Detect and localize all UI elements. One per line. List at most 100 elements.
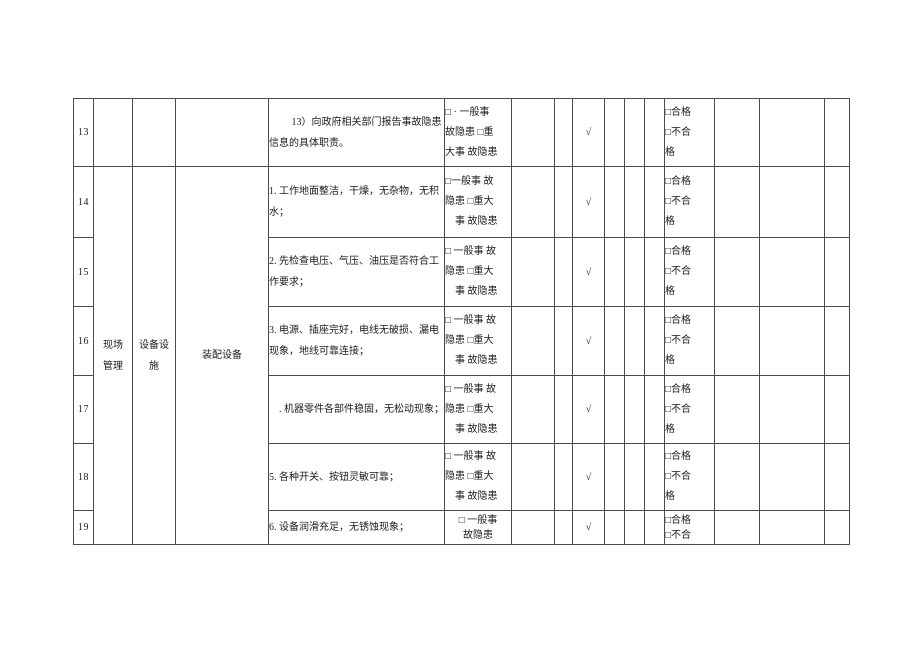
- hazard-type-checkbox-cell[interactable]: □ 一般事 故隐患 □重大 事 故隐患: [444, 375, 512, 444]
- hazard-type-checkbox-cell[interactable]: □ 一般事 故隐患: [444, 510, 512, 545]
- empty-cell: [714, 375, 760, 444]
- check-mark-cell[interactable]: √: [572, 375, 605, 444]
- empty-cell: [554, 510, 573, 545]
- description-cell: 3. 电源、插座完好，电线无破损、漏电 现象，地线可靠连接；: [268, 306, 445, 376]
- empty-cell: [604, 443, 625, 511]
- empty-cell: [554, 306, 573, 376]
- empty-cell: [604, 510, 625, 545]
- check-mark-cell[interactable]: √: [572, 166, 605, 238]
- qualification-checkbox-cell[interactable]: □合格 □不合格: [664, 237, 715, 307]
- description-cell: 5. 各种开关、按钮灵敏可靠；: [268, 443, 445, 511]
- qualification-checkbox-cell[interactable]: □合格 □不合: [664, 510, 715, 545]
- empty-cell: [644, 375, 665, 444]
- empty-cell: [554, 375, 573, 444]
- table-row: 14 现场 管理 设备设施 装配设备 1. 工作地面整洁，干燥，无杂物，无积 水； …: [73, 166, 850, 545]
- empty-cell: [93, 98, 133, 167]
- table-row: 19 6. 设备润滑充足，无锈蚀现象； □ 一般事 故隐患 √ □合格 □不合: [73, 510, 850, 545]
- empty-cell: [714, 237, 760, 307]
- empty-cell: [554, 237, 573, 307]
- row-number-cell: 14: [73, 166, 94, 238]
- empty-cell: [604, 306, 625, 376]
- empty-cell: [604, 166, 625, 238]
- empty-cell: [132, 98, 176, 167]
- empty-cell: [644, 510, 665, 545]
- empty-cell: [511, 166, 555, 238]
- table-row: 16 3. 电源、插座完好，电线无破损、漏电 现象，地线可靠连接； □ 一般事 故…: [73, 306, 850, 376]
- empty-cell: [824, 166, 850, 238]
- check-mark-cell[interactable]: √: [572, 443, 605, 511]
- hazard-type-checkbox-cell[interactable]: □ 一般事 故隐患 □重大 事 故隐患: [444, 306, 512, 376]
- empty-cell: [759, 306, 825, 376]
- empty-cell: [175, 98, 269, 167]
- table-row: 18 5. 各种开关、按钮灵敏可靠； □ 一般事 故隐患 □重大 事 故隐患 √…: [73, 443, 850, 511]
- empty-cell: [714, 443, 760, 511]
- empty-cell: [554, 443, 573, 511]
- row-number-cell: 13: [73, 98, 94, 167]
- row-number-cell: 17: [73, 375, 94, 444]
- category-scene-management: 现场 管理: [93, 166, 133, 545]
- hazard-type-checkbox-cell[interactable]: □ · 一般事 故隐患 □重 大事 故隐患: [444, 98, 512, 167]
- qualification-checkbox-cell[interactable]: □合格 □不合格: [664, 166, 715, 238]
- empty-cell: [624, 166, 645, 238]
- empty-cell: [604, 98, 625, 167]
- empty-cell: [511, 375, 555, 444]
- empty-cell: [824, 443, 850, 511]
- empty-cell: [714, 166, 760, 238]
- hazard-type-checkbox-cell[interactable]: □一般事 故隐患 □重大 事 故隐患: [444, 166, 512, 238]
- empty-cell: [714, 510, 760, 545]
- qualification-checkbox-cell[interactable]: □合格 □不合格: [664, 375, 715, 444]
- empty-cell: [511, 510, 555, 545]
- empty-cell: [554, 166, 573, 238]
- empty-cell: [644, 443, 665, 511]
- empty-cell: [759, 510, 825, 545]
- check-mark-cell[interactable]: √: [572, 510, 605, 545]
- empty-cell: [714, 306, 760, 376]
- category-assembly-equipment: 装配设备: [175, 166, 269, 545]
- empty-cell: [554, 98, 573, 167]
- category-equipment-facility: 设备设施: [132, 166, 176, 545]
- row-number-cell: 15: [73, 237, 94, 307]
- hazard-type-checkbox-cell[interactable]: □ 一般事 故隐患 □重大 事 故隐患: [444, 237, 512, 307]
- table-row: 13 13）向政府相关部门报告事故隐患 信息的具体职责。 □ · 一般事 故隐患 □…: [73, 98, 850, 167]
- row-number-cell: 19: [73, 510, 94, 545]
- empty-cell: [759, 237, 825, 307]
- empty-cell: [759, 375, 825, 444]
- empty-cell: [624, 443, 645, 511]
- empty-cell: [759, 166, 825, 238]
- qualification-checkbox-cell[interactable]: □合格 □不合格: [664, 443, 715, 511]
- check-mark-cell[interactable]: √: [572, 237, 605, 307]
- check-mark-cell[interactable]: √: [572, 98, 605, 167]
- empty-cell: [824, 237, 850, 307]
- empty-cell: [624, 375, 645, 444]
- empty-cell: [511, 98, 555, 167]
- description-cell: 1. 工作地面整洁，干燥，无杂物，无积 水；: [268, 166, 445, 238]
- empty-cell: [644, 166, 665, 238]
- empty-cell: [759, 98, 825, 167]
- table-row: 15 2. 先检查电压、气压、油压是否符合工 作要求； □ 一般事 故隐患 □重大…: [73, 237, 850, 307]
- empty-cell: [824, 306, 850, 376]
- hazard-type-checkbox-cell[interactable]: □ 一般事 故隐患 □重大 事 故隐患: [444, 443, 512, 511]
- inspection-table: 13 13）向政府相关部门报告事故隐患 信息的具体职责。 □ · 一般事 故隐患 □…: [73, 98, 850, 545]
- qualification-checkbox-cell[interactable]: □合格 □不合格: [664, 306, 715, 376]
- empty-cell: [714, 98, 760, 167]
- empty-cell: [511, 306, 555, 376]
- empty-cell: [511, 237, 555, 307]
- description-cell: . 机器零件各部件稳固，无松动现象；: [268, 375, 445, 444]
- table-row: 17 . 机器零件各部件稳固，无松动现象； □ 一般事 故隐患 □重大 事 故隐…: [73, 375, 850, 444]
- empty-cell: [624, 237, 645, 307]
- empty-cell: [624, 510, 645, 545]
- row-number-cell: 16: [73, 306, 94, 376]
- empty-cell: [824, 375, 850, 444]
- qualification-checkbox-cell[interactable]: □合格 □不合格: [664, 98, 715, 167]
- empty-cell: [824, 510, 850, 545]
- check-mark-cell[interactable]: √: [572, 306, 605, 376]
- empty-cell: [604, 237, 625, 307]
- description-cell: 6. 设备润滑充足，无锈蚀现象；: [268, 510, 445, 545]
- empty-cell: [511, 443, 555, 511]
- empty-cell: [624, 98, 645, 167]
- empty-cell: [644, 98, 665, 167]
- empty-cell: [644, 306, 665, 376]
- empty-cell: [624, 306, 645, 376]
- empty-cell: [644, 237, 665, 307]
